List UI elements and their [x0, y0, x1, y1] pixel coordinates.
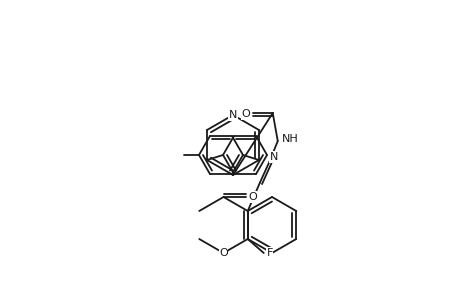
Text: O: O [241, 109, 250, 119]
Text: N: N [228, 110, 237, 120]
Text: O: O [218, 248, 227, 258]
Text: NH: NH [281, 134, 297, 144]
Text: F: F [266, 248, 272, 258]
Text: O: O [247, 192, 256, 202]
Text: N: N [269, 152, 277, 162]
